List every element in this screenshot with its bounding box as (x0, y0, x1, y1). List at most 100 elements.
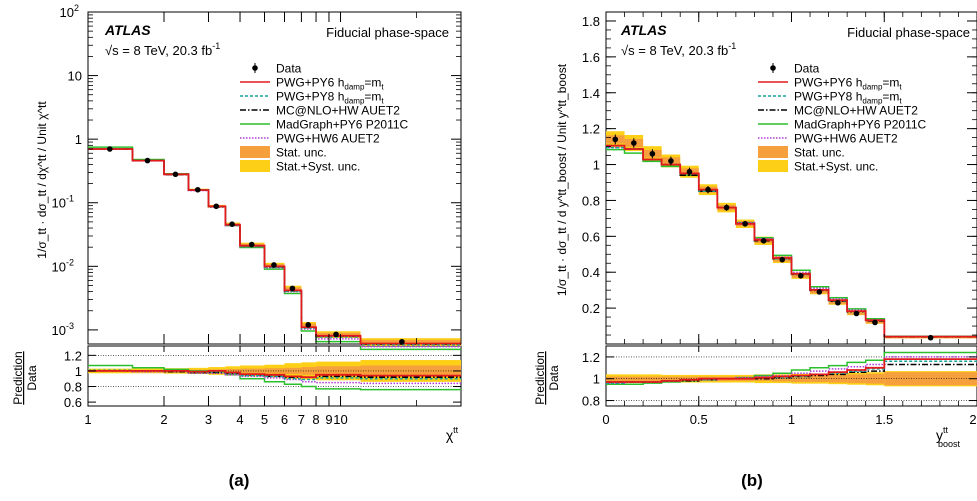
ratio-series-pwg_py6 (88, 370, 461, 379)
data-point (305, 322, 312, 328)
y-tick-label: 10 (68, 69, 82, 84)
y-tick-label: 1.8 (582, 14, 600, 29)
panel-b-xlabel: ytt boost (936, 425, 961, 449)
data-point (229, 221, 235, 227)
y-tick-label: 1.4 (582, 86, 600, 101)
legend-label-text: Stat.+Syst. unc. (794, 160, 878, 174)
legend-label-tail-sub: t (381, 97, 384, 106)
panel-b-atlas-label: ATLAS (620, 22, 667, 38)
legend-label-sub: damp (344, 97, 365, 106)
x-tick-label: 10 (333, 412, 347, 427)
data-point (144, 157, 151, 164)
legend-label-text: MadGraph+PY6 P2011C (276, 118, 409, 132)
panel-b-xlabel-sup: tt (943, 425, 949, 435)
panel-b-main-frame (605, 11, 977, 345)
main-series-pwg_py6 (606, 144, 977, 338)
ratio-stat-band (264, 368, 285, 374)
legend-label-text: PWG+PY8 h (276, 90, 344, 104)
x-tick-label: 1 (84, 412, 91, 427)
ratio-stat-band (284, 367, 302, 375)
ratio-y-tick-label: 1.2 (582, 350, 600, 365)
legend-label-pwg_py8: PWG+PY8 hdamp=mt (794, 90, 902, 106)
y-tick-label: 1 (593, 158, 600, 173)
ratio-stat-band (643, 376, 662, 381)
y-tick-exp: -2 (66, 257, 74, 267)
panel-a-ratio-reference-lines (88, 355, 461, 387)
data-point (289, 285, 296, 292)
x-tick-label: 5 (261, 412, 268, 427)
panel-b-main-series (606, 144, 977, 338)
panel-a-data-points (107, 146, 405, 345)
legend-label-pwg_py8: PWG+PY8 hdamp=mt (276, 90, 384, 106)
data-point (723, 204, 730, 211)
panel-a-main-series (88, 146, 461, 351)
legend-label-tail: =m (364, 76, 381, 90)
x-tick-label: 9 (325, 412, 332, 427)
panel-a-xlabel-main: χ (446, 427, 454, 443)
panel-b-energy-label: √s = 8 TeV, 20.3 fb-1 (621, 41, 736, 58)
ratio-y-tick-label: 0.8 (64, 380, 82, 395)
legend-label-text: Stat. unc. (276, 146, 327, 160)
legend-label-sub: damp (862, 97, 883, 106)
panel-b-ratio-y-ticks: 0.8 1 1.2 (582, 350, 977, 409)
legend-label-stat_syst_unc: Stat.+Syst. unc. (276, 160, 360, 174)
y-tick-label: 10-1 (52, 194, 74, 211)
data-point (760, 238, 767, 244)
data-point (271, 262, 277, 268)
panel-b-ratio-series (606, 351, 977, 385)
data-point (872, 319, 878, 326)
legend-label-pwg_hw6: PWG+HW6 AUET2 (794, 132, 898, 146)
panel-b-ylabel-ratio-bottom: Data (547, 365, 561, 391)
panel-a-main-unc-bands (88, 148, 461, 346)
legend-label-text: MC@NLO+HW AUET2 (276, 104, 400, 118)
x-tick-label: 4 (236, 412, 243, 427)
legend-label-tail: =m (364, 90, 381, 104)
panel-a-ylabel-ratio: Prediction Data (11, 351, 39, 404)
legend-label-text: Data (276, 62, 302, 76)
y-tick-label: 1 (75, 132, 82, 147)
y-tick-exp: -1 (66, 194, 74, 204)
ratio-series-madgraph_py6 (88, 364, 461, 391)
x-tick-label: 1.5 (875, 412, 893, 427)
data-point (612, 136, 619, 143)
main-series-pwg_hw6 (88, 148, 461, 348)
panel-b-caption: (b) (741, 471, 763, 490)
y-tick-label: 1.6 (582, 50, 600, 65)
panel-a-energy-text: √s = 8 TeV, 20.3 fb (105, 43, 212, 58)
panel-b-xlabel-sub: boost (938, 439, 961, 449)
legend-label-sub: damp (344, 83, 365, 92)
legend-label-pwg_py6: PWG+PY6 hdamp=mt (276, 76, 384, 92)
legend-box-stat_syst_unc (240, 160, 270, 172)
x-tick-label: 1 (788, 412, 795, 427)
legend-label-tail-sub: t (899, 97, 902, 106)
ratio-stat-band (865, 373, 885, 384)
panel-a-atlas-label: ATLAS (104, 22, 151, 38)
ratio-stat-band (791, 375, 811, 382)
legend-label-stat_syst_unc: Stat.+Syst. unc. (794, 160, 878, 174)
data-point (172, 171, 179, 178)
panel-a-ratio-y-ticks: 0.60.811.2 (64, 348, 461, 410)
panel-b-ylabel-main-text: 1/σ_tt · dσ_tt / d y^tt_boost / Unit y^t… (555, 63, 569, 296)
legend-box-stat_syst_unc (758, 160, 788, 172)
x-tick-label: 8 (312, 412, 319, 427)
legend-box-stat_unc (240, 146, 270, 158)
data-point (631, 140, 637, 146)
legend-data-marker (770, 65, 776, 71)
data-point (797, 273, 804, 279)
legend-label-tail-sub: t (899, 83, 902, 92)
ratio-y-tick-label: 0.6 (64, 395, 82, 410)
x-tick-label: 2 (160, 412, 167, 427)
y-tick-base: 10 (60, 5, 74, 20)
data-point (668, 158, 674, 164)
data-point (213, 203, 220, 210)
legend-label-pwg_hw6: PWG+HW6 AUET2 (276, 132, 380, 146)
main-series-pwg_py6 (88, 148, 461, 345)
legend-label-stat_unc: Stat. unc. (276, 146, 327, 160)
panel-b: 0.2 0.4 0.6 0.8 1 1.2 1.4 1.6 1.8 0.8 1 1.2 0 0.5 1 1… (533, 11, 977, 490)
x-tick-label: 2 (969, 412, 976, 427)
